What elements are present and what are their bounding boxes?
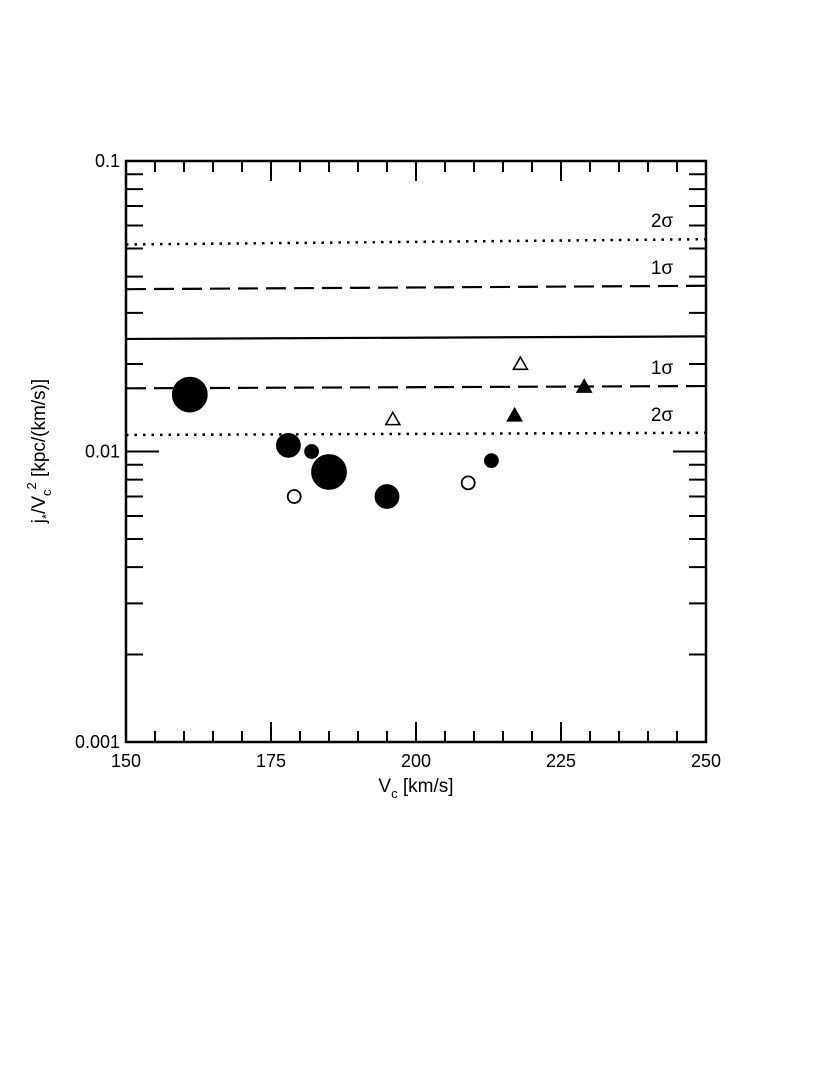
- x-axis-title: Vc [km/s]: [378, 776, 453, 801]
- x-tick-label: 175: [256, 751, 286, 771]
- y-tick-label: 0.001: [75, 732, 120, 752]
- data-point-open-triangle: [512, 355, 529, 371]
- sigma-label: 2σ: [651, 211, 674, 232]
- x-tick-label: 250: [691, 751, 721, 771]
- sigma-label: 1σ: [651, 358, 674, 379]
- data-point-filled-circle: [311, 454, 347, 490]
- dotted-reference-line: [125, 431, 707, 437]
- data-point-filled-circle: [275, 432, 301, 458]
- data-point-open-circle: [286, 489, 302, 504]
- data-point-filled-circle: [374, 484, 400, 509]
- data-point-filled-circle: [304, 444, 320, 459]
- data-points: [171, 355, 593, 509]
- x-tick-label: 150: [111, 751, 141, 771]
- sigma-label: 2σ: [651, 405, 674, 426]
- plot-frame: [124, 159, 708, 744]
- x-tick-label: 200: [401, 751, 431, 771]
- data-point-open-triangle: [384, 410, 402, 426]
- sigma-label: 1σ: [651, 258, 674, 279]
- y-tick-label: 0.01: [85, 442, 120, 462]
- dotted-reference-line: [125, 237, 707, 246]
- solid-reference-line: [125, 335, 707, 341]
- x-tick-label: 225: [546, 751, 576, 771]
- tick-labels: 150 175 200 225 250 0.001 0.01 0.1: [75, 151, 721, 771]
- axis-ticks: [125, 160, 707, 743]
- dashed-reference-line: [125, 284, 707, 291]
- dashed-reference-line: [125, 384, 707, 390]
- data-point-filled-triangle: [506, 406, 523, 422]
- data-point-filled-circle: [171, 376, 208, 413]
- data-point-filled-circle: [483, 453, 499, 469]
- y-axis-title: j*/Vc2 [kpc/(km/s)]: [24, 379, 54, 524]
- data-point-open-circle: [460, 475, 476, 491]
- reference-lines: 1σ 1σ 2σ 2σ: [125, 211, 707, 437]
- data-point-filled-triangle: [575, 378, 593, 393]
- y-tick-label: 0.1: [95, 151, 120, 171]
